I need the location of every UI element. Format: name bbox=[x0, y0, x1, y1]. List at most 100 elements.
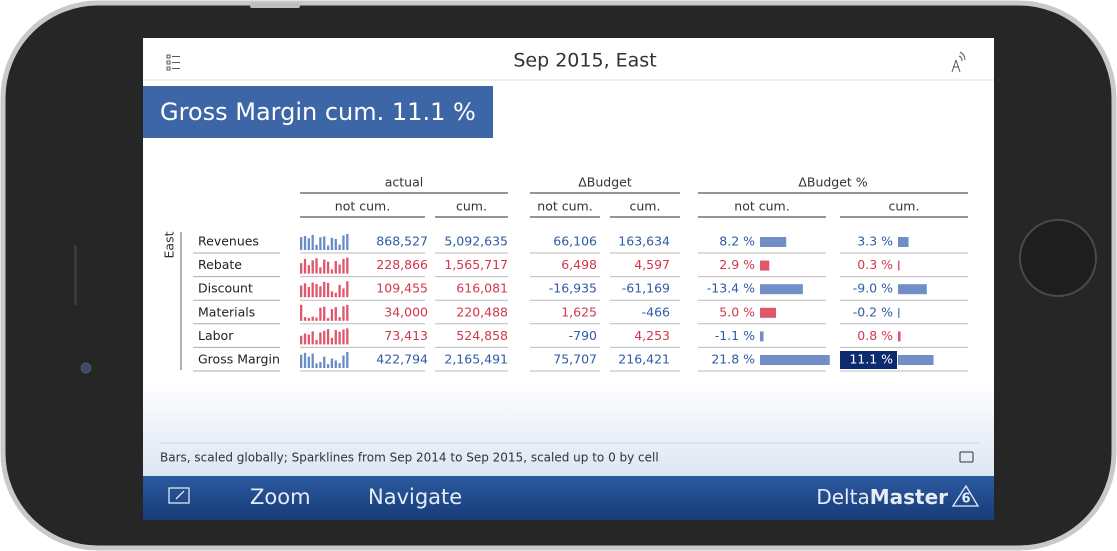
sparkline-bar bbox=[327, 318, 329, 321]
sparkline-bar bbox=[327, 283, 329, 297]
sparkline-bar bbox=[308, 287, 310, 297]
sparkline-bar bbox=[327, 246, 329, 250]
sparkline-bar bbox=[346, 328, 348, 344]
column-header: not cum. bbox=[335, 199, 390, 214]
sparkline-bar bbox=[308, 335, 310, 345]
percent-bar bbox=[898, 237, 909, 247]
percent-bar bbox=[898, 308, 900, 318]
cell-value: -16,935 bbox=[549, 281, 597, 296]
header-title: Sep 2015, East bbox=[513, 50, 656, 72]
percent-label: 3.3 % bbox=[857, 234, 893, 249]
toolbar-button[interactable]: Navigate bbox=[368, 485, 462, 509]
percent-bar bbox=[760, 261, 769, 271]
percent-label: 0.3 % bbox=[857, 257, 893, 272]
cell-value: 34,000 bbox=[384, 304, 428, 319]
percent-label: 2.9 % bbox=[719, 257, 755, 272]
percent-label: -1.1 % bbox=[715, 328, 755, 343]
percent-bar bbox=[760, 308, 776, 318]
cell-value: 5,092,635 bbox=[444, 234, 508, 249]
sparkline-bar bbox=[319, 286, 321, 297]
sparkline-bar bbox=[346, 305, 348, 321]
percent-label: 8.2 % bbox=[719, 234, 755, 249]
sparkline-bar bbox=[331, 309, 333, 321]
column-header: cum. bbox=[630, 199, 661, 214]
sparkline-bar bbox=[346, 258, 348, 274]
toolbar-button[interactable]: Zoom bbox=[250, 485, 311, 509]
group-header: actual bbox=[385, 175, 424, 190]
cell-value: 220,488 bbox=[456, 304, 508, 319]
percent-bar bbox=[760, 284, 803, 294]
cell-value: 109,455 bbox=[376, 281, 428, 296]
sparkline-bar bbox=[338, 332, 340, 345]
brand-part: Master bbox=[870, 485, 948, 509]
sparkline-bar bbox=[304, 259, 306, 274]
cell-value: 422,794 bbox=[376, 352, 428, 367]
row-label: Discount bbox=[198, 281, 253, 296]
sparkline-bar bbox=[304, 236, 306, 250]
percent-bar bbox=[760, 355, 830, 365]
home-button[interactable] bbox=[1020, 220, 1096, 296]
sparkline-bar bbox=[319, 237, 321, 250]
sparkline-bar bbox=[304, 317, 306, 321]
row-label: Gross Margin bbox=[198, 352, 280, 367]
sparkline-bar bbox=[304, 353, 306, 368]
percent-label: -9.0 % bbox=[853, 281, 893, 296]
percent-label: 5.0 % bbox=[719, 304, 755, 319]
cell-value: -790 bbox=[569, 328, 597, 343]
sparkline-bar bbox=[315, 340, 317, 344]
group-header: ΔBudget % bbox=[798, 175, 867, 190]
percent-label: -0.2 % bbox=[853, 304, 893, 319]
percent-label: 0.8 % bbox=[857, 328, 893, 343]
percent-bar bbox=[898, 355, 934, 365]
sparkline-bar bbox=[331, 338, 333, 345]
sparkline-bar bbox=[323, 236, 325, 250]
sparkline-bar bbox=[331, 291, 333, 297]
column-header: cum. bbox=[456, 199, 487, 214]
sparkline-bar bbox=[315, 284, 317, 297]
cell-value: 6,498 bbox=[561, 257, 597, 272]
sparkline-bar bbox=[331, 238, 333, 250]
sparkline-bar bbox=[342, 259, 344, 274]
column-header: not cum. bbox=[734, 199, 789, 214]
cell-value: 4,253 bbox=[634, 328, 670, 343]
sparkline-bar bbox=[346, 234, 348, 250]
brand-part: Delta bbox=[816, 485, 869, 509]
sparkline-bar bbox=[346, 281, 348, 297]
cell-value: 73,413 bbox=[384, 328, 428, 343]
sparkline-bar bbox=[331, 269, 333, 273]
sparkline-bar bbox=[335, 293, 337, 297]
cell-value: 163,634 bbox=[618, 234, 670, 249]
sparkline-bar bbox=[319, 362, 321, 368]
percent-bar bbox=[760, 237, 786, 247]
sparkline-bar bbox=[304, 283, 306, 297]
sparkline-bar bbox=[342, 288, 344, 297]
sparkline-bar bbox=[312, 317, 314, 321]
sparkline-bar bbox=[300, 305, 302, 321]
cell-value: 868,527 bbox=[376, 234, 428, 249]
sparkline-bar bbox=[304, 334, 306, 345]
percent-label: 11.1 % bbox=[849, 352, 893, 367]
sparkline-bar bbox=[300, 286, 302, 298]
sparkline-bar bbox=[335, 261, 337, 274]
sparkline-bar bbox=[300, 355, 302, 368]
sparkline-bar bbox=[338, 265, 340, 274]
percent-bar bbox=[898, 261, 900, 271]
column-header: cum. bbox=[889, 199, 920, 214]
sparkline-bar bbox=[315, 258, 317, 273]
cell-value: 616,081 bbox=[456, 281, 508, 296]
cell-value: 524,858 bbox=[456, 328, 508, 343]
sparkline-bar bbox=[327, 329, 329, 344]
cell-value: 216,421 bbox=[618, 352, 670, 367]
row-label: Rebate bbox=[198, 257, 242, 272]
sparkline-bar bbox=[308, 265, 310, 273]
column-header: not cum. bbox=[537, 199, 592, 214]
sparkline-bar bbox=[338, 285, 340, 297]
sparkline-bar bbox=[300, 263, 302, 273]
cell-value: 1,565,717 bbox=[444, 257, 508, 272]
sparkline-bar bbox=[312, 283, 314, 298]
sparkline-bar bbox=[342, 356, 344, 368]
brand-version: 6 bbox=[961, 492, 970, 507]
sparkline-bar bbox=[338, 363, 340, 368]
percent-label: 21.8 % bbox=[711, 352, 755, 367]
row-label: Revenues bbox=[198, 234, 259, 249]
